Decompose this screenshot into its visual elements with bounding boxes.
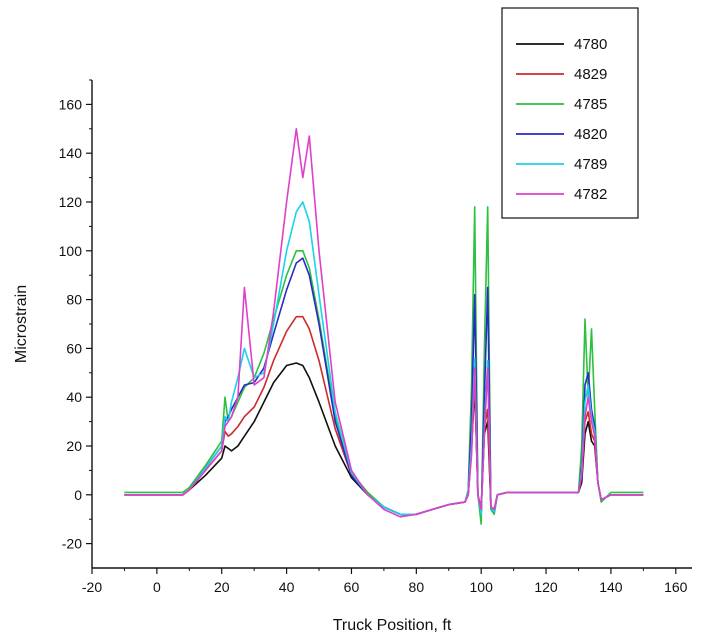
y-tick-label: 0 (74, 487, 82, 503)
series-lines (124, 128, 644, 525)
y-tick-label: 20 (66, 438, 82, 454)
legend-label-4785: 4785 (574, 96, 607, 113)
axes: -20 0 20 40 60 80 100 120 140 160 -20 0 20 40 60 80 100 1… (59, 79, 692, 595)
legend-label-4789: 4789 (574, 156, 607, 173)
legend-box (501, 7, 639, 219)
legend-label-4820: 4820 (574, 126, 607, 143)
x-tick-label: 100 (470, 579, 494, 595)
y-tick-label: 100 (59, 243, 83, 259)
x-tick-label: 20 (214, 579, 230, 595)
y-axis-title: Microstrain (13, 285, 30, 363)
legend-label-4829: 4829 (574, 66, 607, 83)
x-tick-label: 160 (664, 579, 688, 595)
legend: 4780 4829 4785 4820 4789 4782 (501, 7, 639, 219)
y-tick-label: 40 (66, 389, 82, 405)
y-tick-label: 160 (59, 96, 83, 112)
legend-label-4780: 4780 (574, 36, 607, 53)
series-line-4782 (124, 128, 644, 518)
x-axis-title: Truck Position, ft (333, 617, 452, 634)
y-tick-label: 120 (59, 194, 83, 210)
x-tick-label: -20 (82, 579, 102, 595)
x-tick-label: 80 (409, 579, 425, 595)
y-tick-label: 140 (59, 145, 83, 161)
x-tick-label: 0 (153, 579, 161, 595)
x-tick-label: 60 (344, 579, 360, 595)
x-tick-label: 40 (279, 579, 295, 595)
legend-label-4782: 4782 (574, 186, 607, 203)
x-tick-label: 120 (534, 579, 558, 595)
y-tick-label: -20 (62, 536, 82, 552)
x-tick-label: 140 (599, 579, 623, 595)
y-tick-label: 60 (66, 340, 82, 356)
y-tick-label: 80 (66, 292, 82, 308)
